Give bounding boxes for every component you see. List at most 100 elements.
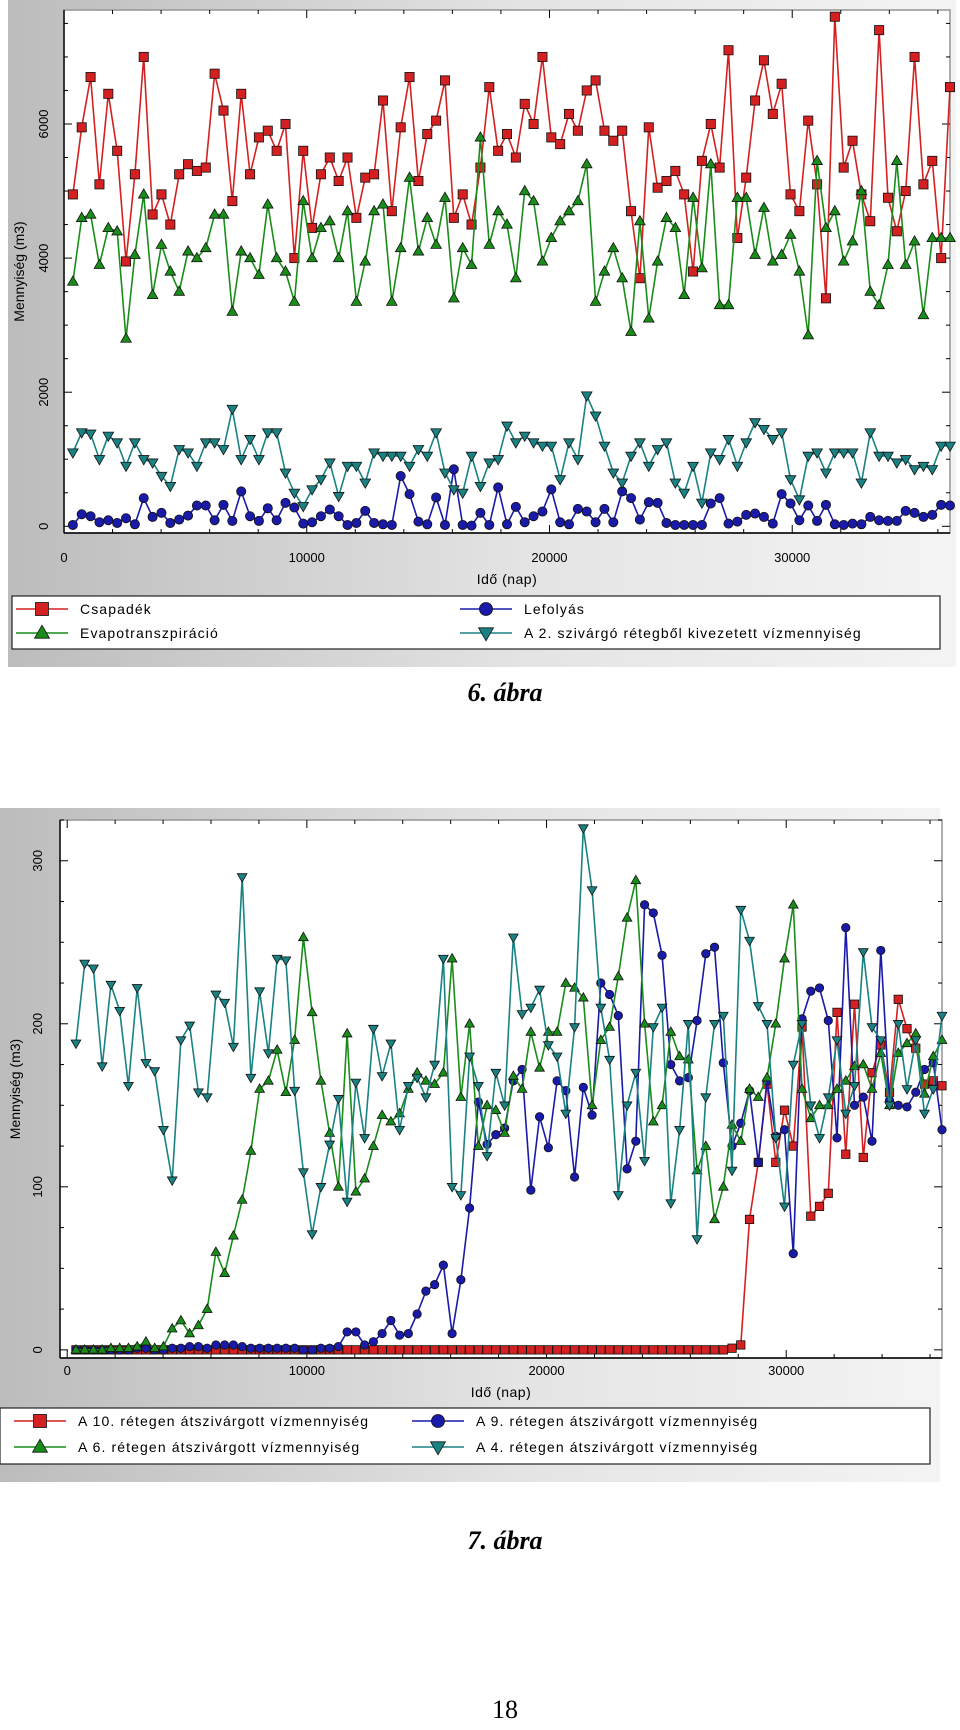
legend-marker	[431, 1414, 445, 1428]
data-point	[695, 261, 708, 273]
data-point	[173, 445, 186, 456]
data-point	[236, 486, 247, 497]
data-point	[190, 251, 203, 263]
legend-label: Lefolyás	[524, 601, 585, 617]
data-point	[421, 1286, 431, 1296]
data-point	[528, 118, 539, 129]
y-axis-label: Mennyiség (m3)	[11, 221, 27, 321]
legend-marker	[35, 602, 49, 616]
data-point	[626, 493, 637, 504]
data-point	[569, 1345, 580, 1355]
data-point	[590, 75, 601, 86]
data-point	[937, 1125, 947, 1135]
x-tick-label: 20000	[531, 550, 567, 565]
data-point	[526, 1345, 536, 1355]
data-point	[261, 428, 274, 439]
data-point	[831, 1036, 843, 1046]
data-point	[360, 505, 371, 516]
data-point	[537, 51, 548, 62]
legend-label: A 9. rétegen átszivárgott vízmennyiség	[476, 1413, 758, 1429]
data-point	[193, 1341, 204, 1352]
data-point	[280, 1086, 292, 1097]
series-group	[67, 464, 956, 531]
data-point	[855, 478, 868, 490]
data-point	[157, 1340, 169, 1351]
legend-marker	[479, 602, 493, 616]
x-tick-label: 0	[64, 1363, 71, 1378]
data-point	[360, 1340, 370, 1350]
data-point	[279, 265, 292, 276]
figure-7-caption: 7. ábra	[467, 1526, 543, 1555]
data-point	[464, 1017, 476, 1028]
data-point	[263, 1343, 273, 1353]
data-point	[682, 1020, 694, 1030]
data-point	[447, 291, 460, 303]
x-tick-label: 30000	[774, 550, 810, 565]
data-point	[262, 1049, 274, 1059]
data-point	[306, 485, 319, 496]
data-point	[516, 1083, 528, 1093]
data-point	[368, 448, 381, 459]
data-point	[493, 145, 504, 156]
data-point	[563, 438, 576, 449]
data-point	[466, 520, 477, 531]
data-point	[412, 1345, 422, 1355]
data-point	[288, 488, 301, 500]
data-point	[289, 502, 300, 513]
data-point	[201, 1303, 213, 1313]
data-point	[236, 1194, 248, 1204]
data-point	[749, 418, 762, 429]
x-tick-label: 10000	[289, 550, 325, 565]
data-point	[175, 1314, 187, 1325]
data-point	[865, 216, 876, 227]
data-point	[431, 115, 442, 126]
data-point	[298, 1345, 308, 1355]
data-point	[67, 189, 78, 200]
data-point	[767, 108, 778, 119]
data-point	[796, 1083, 808, 1093]
data-point	[722, 298, 735, 310]
data-point	[604, 1021, 616, 1031]
data-point	[873, 451, 886, 463]
data-point	[613, 1011, 623, 1021]
data-point	[910, 1036, 922, 1046]
data-point	[201, 1093, 213, 1103]
data-point	[731, 191, 744, 202]
data-point	[227, 1229, 239, 1240]
data-point	[493, 482, 504, 493]
data-point	[519, 517, 530, 528]
series-group	[67, 11, 956, 304]
data-point	[867, 1136, 877, 1146]
data-point	[111, 224, 124, 236]
data-point	[607, 468, 620, 479]
data-point	[687, 461, 700, 473]
data-point	[105, 1342, 117, 1352]
data-point	[176, 1343, 186, 1353]
data-point	[572, 125, 583, 136]
data-point	[85, 511, 96, 522]
data-point	[634, 514, 645, 525]
y-tick-label: 6000	[36, 110, 51, 139]
data-point	[164, 265, 177, 276]
data-point	[412, 1309, 422, 1319]
data-point	[679, 189, 690, 200]
data-point	[192, 1319, 204, 1330]
data-point	[490, 1068, 502, 1079]
data-point	[901, 1085, 913, 1095]
data-point	[572, 503, 583, 514]
data-point	[848, 1081, 861, 1092]
data-point	[864, 428, 877, 439]
data-point	[93, 258, 106, 269]
data-point	[262, 1075, 274, 1085]
data-point	[803, 500, 814, 511]
data-point	[199, 241, 212, 253]
data-point	[484, 519, 495, 530]
data-point	[639, 1017, 651, 1028]
data-point	[184, 1327, 196, 1338]
data-point	[793, 265, 806, 276]
data-point	[652, 497, 663, 508]
data-point	[899, 258, 912, 269]
data-point	[784, 475, 797, 486]
data-point	[732, 516, 743, 527]
data-point	[377, 1328, 387, 1339]
